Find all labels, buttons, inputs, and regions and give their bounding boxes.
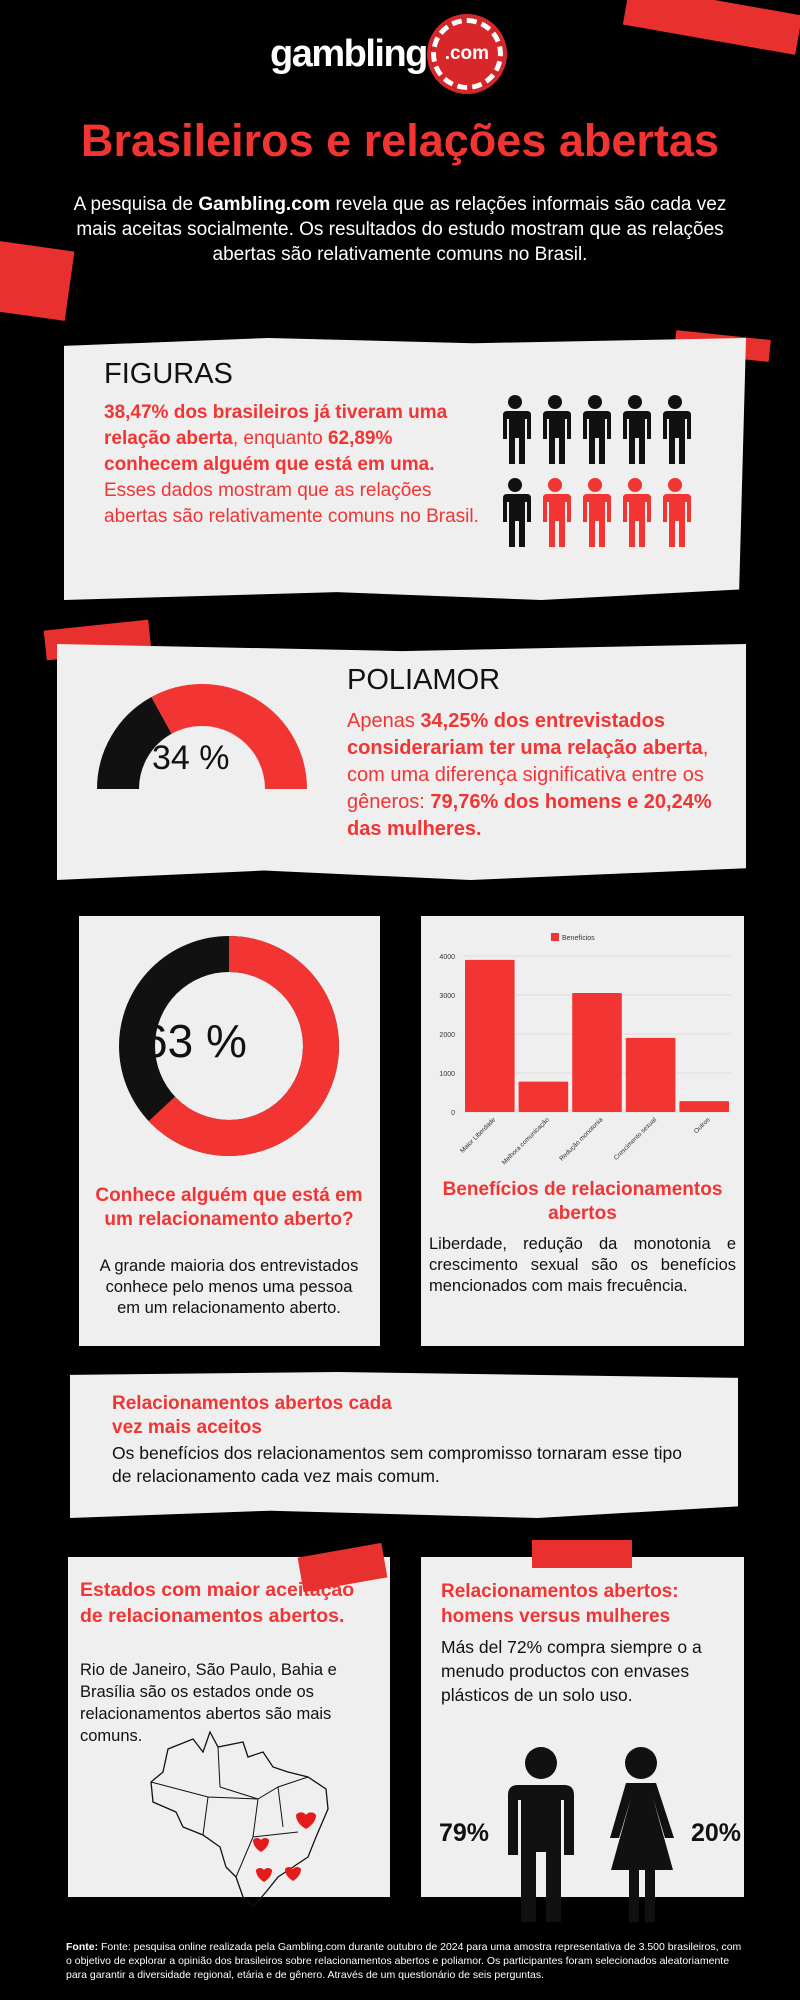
y-tick-label: 0 [451, 1110, 455, 1117]
legend-swatch [551, 933, 559, 941]
gambling-logo: gambling .com [270, 14, 507, 94]
beneficios-heading: Benefícios de relacionamentos abertos [442, 1179, 723, 1224]
logo-chip: .com [426, 14, 507, 94]
figuras-text2: Esses dados mostram que as relações aber… [104, 480, 479, 527]
figuras-heading: FIGURAS [104, 358, 233, 390]
bar [518, 1081, 569, 1112]
bar [679, 1101, 729, 1112]
beneficios-bar-chart: Benefícios 0 1000 2000 3000 4000 Maior Liberda… [439, 933, 731, 1166]
decorative-tape [622, 0, 800, 55]
men-percentage: 79% [439, 1819, 490, 1847]
donut-red-arc [119, 936, 339, 1156]
page-title: Brasileiros e relações abertas [81, 115, 719, 166]
x-tick-label: Redução monotonia [558, 1116, 604, 1162]
footer-label: Fonte: [66, 1941, 99, 1953]
donut-label: 63 % [142, 1015, 247, 1067]
intro-pre: A pesquisa de [73, 194, 199, 215]
gauge-black-arc [97, 696, 173, 790]
genero-text: Más del 72% compra siempre o a menudo pr… [441, 1637, 702, 1705]
conhece-donut [119, 936, 339, 1156]
poliamor-t2: , com uma diferença significativa entre … [347, 737, 709, 813]
x-tick-label: Melhora comunicação [501, 1116, 551, 1166]
figuras-card: FIGURAS 38,47% dos brasileiros já tivera… [64, 338, 746, 600]
figuras-text1: , enquanto [232, 428, 328, 449]
gauge-label: 34 % [152, 739, 230, 777]
aceitos-heading: Relacionamentos abertos cada vez mais ac… [112, 1393, 392, 1438]
genero-card: Relacionamentos abertos: homens versus m… [421, 1557, 744, 1922]
person-icon-red [618, 477, 658, 552]
person-icon [618, 394, 658, 469]
poliamor-b2: 79,76% dos homens e 20,24% das mulheres. [347, 791, 712, 840]
poliamor-heading: POLIAMOR [347, 664, 501, 696]
heart-markers [253, 1812, 316, 1882]
estados-card: Estados com maior aceitação de relaciona… [68, 1557, 390, 1907]
person-icon [498, 394, 538, 469]
legend-label: Benefícios [562, 935, 595, 942]
x-tick-label: Outros [693, 1116, 712, 1135]
man-icon [508, 1747, 574, 1922]
gauge-red-arc [151, 684, 307, 790]
person-icon-red [538, 477, 578, 552]
person-icon [538, 394, 578, 469]
poliamor-text: Apenas 34,25% dos entrevistados consider… [347, 708, 717, 843]
person-icon-red [658, 477, 698, 552]
intro-post: revela que as relações informais são cad… [76, 194, 727, 265]
brazil-outline [150, 1730, 329, 1907]
conhece-card: 63 % Conhece alguém que está em um relac… [79, 916, 380, 1346]
intro-text: A pesquisa de Gambling.com revela que as… [60, 192, 740, 267]
poliamor-card: 34 % POLIAMOR Apenas 34,25% dos entrevis… [57, 644, 746, 880]
footer-source: Fonte: Fonte: pesquisa online realizada … [66, 1940, 746, 1982]
aceitos-card: Relacionamentos abertos cada vez mais ac… [70, 1372, 738, 1518]
decorative-tape [532, 1540, 632, 1568]
estados-heading: Estados com maior aceitação de relaciona… [80, 1579, 355, 1627]
figuras-bold2: 62,89% conhecem alguém que está em uma. [104, 428, 435, 475]
women-percentage: 20% [691, 1819, 742, 1847]
heart-icon-brasilia [253, 1838, 269, 1852]
aceitos-text: Os benefícios dos relacionamentos sem co… [112, 1443, 682, 1486]
y-tick-label: 2000 [439, 1032, 455, 1039]
conhece-heading: Conhece alguém que está em um relacionam… [95, 1185, 363, 1230]
intro-bold: Gambling.com [198, 194, 331, 215]
person-icon-red [578, 477, 618, 552]
heart-icon-rio [285, 1867, 301, 1881]
y-tick-label: 4000 [439, 954, 455, 961]
person-icon [578, 394, 618, 469]
poliamor-t1: Apenas [347, 710, 421, 732]
poliamor-gauge [97, 684, 307, 790]
heart-icon-bahia [296, 1812, 316, 1829]
brazil-state-borders [150, 1746, 309, 1878]
figuras-text: 38,47% dos brasileiros já tiveram uma re… [104, 400, 484, 530]
y-tick-label: 1000 [439, 1071, 455, 1078]
footer-text: Fonte: pesquisa online realizada pela Ga… [66, 1941, 742, 1981]
x-tick-label: Crescimento sexual [613, 1116, 659, 1162]
heart-icon-sao-paulo [256, 1868, 272, 1882]
logo-word: gambling [270, 32, 428, 75]
x-tick-label: Maior Liberdade [459, 1116, 497, 1154]
figuras-bold1: 38,47% dos brasileiros já tiveram uma re… [104, 402, 448, 449]
beneficios-card: Benefícios 0 1000 2000 3000 4000 Maior Liberda… [421, 916, 744, 1346]
bar [465, 959, 515, 1112]
genero-heading: Relacionamentos abertos: homens versus m… [441, 1581, 679, 1627]
brazil-map [150, 1730, 329, 1907]
person-icon [658, 394, 698, 469]
people-icon-grid [498, 394, 698, 552]
estados-text: Rio de Janeiro, São Paulo, Bahia e Brasí… [80, 1661, 337, 1745]
poliamor-b1: 34,25% dos entrevistados considerariam t… [347, 710, 703, 759]
conhece-text: A grande maioria dos entrevistados conhe… [99, 1257, 359, 1317]
y-tick-label: 3000 [439, 993, 455, 1000]
bar [572, 993, 622, 1112]
person-icon [498, 477, 538, 552]
woman-icon [610, 1747, 674, 1922]
beneficios-text: Liberdade, redução da monotonia e cresci… [429, 1235, 736, 1295]
bar [625, 1037, 676, 1112]
